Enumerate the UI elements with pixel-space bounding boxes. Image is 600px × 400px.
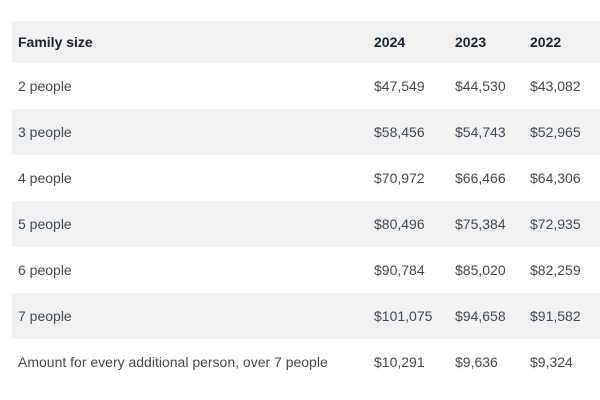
table-row-5-people: 5 people $80,496 $75,384 $72,935: [12, 201, 600, 247]
value-2022: $9,324: [530, 354, 573, 370]
family-size-income-table: Family size 2024 2023 2022 2 people $47,…: [12, 21, 600, 385]
value-2024: $90,784: [374, 262, 425, 278]
row-label: 7 people: [18, 308, 72, 324]
value-2023: $44,530: [455, 78, 506, 94]
column-header-2023: 2023: [455, 34, 487, 50]
row-label: 5 people: [18, 216, 72, 232]
value-2024: $70,972: [374, 170, 425, 186]
value-2022: $52,965: [530, 124, 581, 140]
row-label: 3 people: [18, 124, 72, 140]
table-row-4-people: 4 people $70,972 $66,466 $64,306: [12, 155, 600, 201]
value-2022: $72,935: [530, 216, 581, 232]
row-label: 6 people: [18, 262, 72, 278]
column-header-family-size: Family size: [18, 34, 93, 50]
value-2024: $101,075: [374, 308, 433, 324]
table-row-7-people: 7 people $101,075 $94,658 $91,582: [12, 293, 600, 339]
table-header-row: Family size 2024 2023 2022: [12, 21, 600, 63]
value-2022: $43,082: [530, 78, 581, 94]
value-2022: $82,259: [530, 262, 581, 278]
value-2022: $91,582: [530, 308, 581, 324]
value-2023: $85,020: [455, 262, 506, 278]
table-row-6-people: 6 people $90,784 $85,020 $82,259: [12, 247, 600, 293]
value-2022: $64,306: [530, 170, 581, 186]
value-2023: $54,743: [455, 124, 506, 140]
value-2023: $75,384: [455, 216, 506, 232]
income-table-container: Family size 2024 2023 2022 2 people $47,…: [12, 21, 600, 385]
value-2024: $80,496: [374, 216, 425, 232]
value-2024: $10,291: [374, 354, 425, 370]
column-header-2022: 2022: [530, 34, 562, 50]
value-2023: $94,658: [455, 308, 506, 324]
row-label: 2 people: [18, 78, 72, 94]
value-2023: $66,466: [455, 170, 506, 186]
value-2024: $58,456: [374, 124, 425, 140]
row-label: Amount for every additional person, over…: [18, 354, 328, 370]
table-row-2-people: 2 people $47,549 $44,530 $43,082: [12, 63, 600, 109]
table-row-additional-person: Amount for every additional person, over…: [12, 339, 600, 385]
row-label: 4 people: [18, 170, 72, 186]
value-2023: $9,636: [455, 354, 498, 370]
table-row-3-people: 3 people $58,456 $54,743 $52,965: [12, 109, 600, 155]
column-header-2024: 2024: [374, 34, 406, 50]
value-2024: $47,549: [374, 78, 425, 94]
